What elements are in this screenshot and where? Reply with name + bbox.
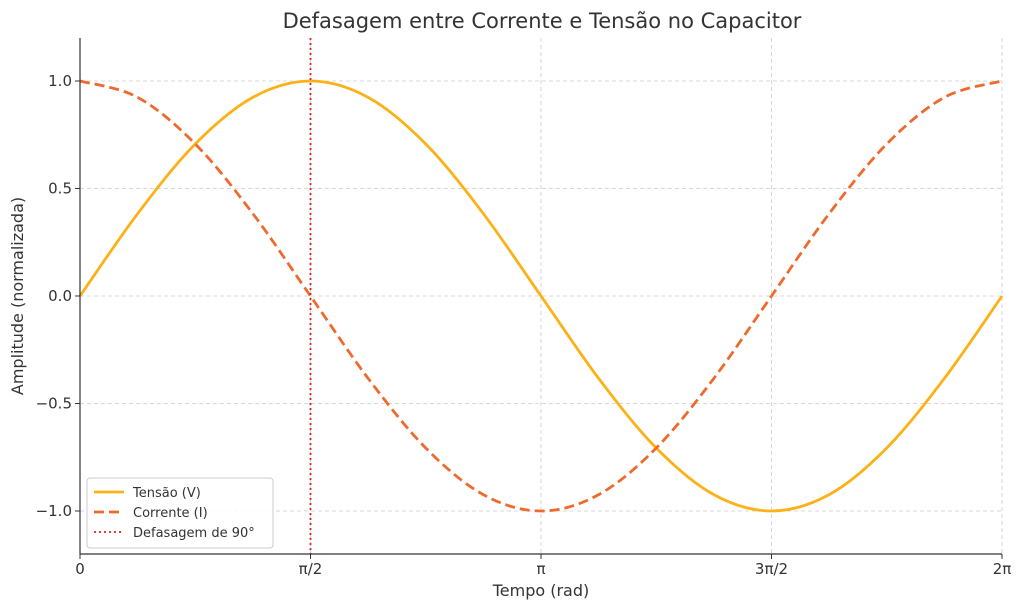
chart-title: Defasagem entre Corrente e Tensão no Cap…	[283, 9, 802, 33]
y-tick-label: 0.5	[48, 180, 72, 198]
legend-item-tensao: Tensão (V)	[94, 486, 201, 501]
series-group	[78, 79, 1004, 513]
y-axis-label: Amplitude (normalizada)	[8, 197, 27, 395]
legend-box	[86, 477, 274, 549]
legend-item-defasagem: Defasagem de 90°	[94, 526, 255, 541]
y-tick-label: −0.5	[36, 395, 72, 413]
y-tick-label: −1.0	[36, 502, 72, 520]
x-tick-label: π/2	[299, 560, 323, 578]
tick-group: 0 π/2 π 3π/2 2π 1.0 0.5 0.0 −0.5 −1.0	[36, 72, 1012, 578]
x-tick-label: 0	[75, 560, 85, 578]
series-line-tensao	[78, 79, 1004, 513]
legend-label: Defasagem de 90°	[133, 526, 255, 541]
y-tick-label: 0.0	[48, 287, 72, 305]
y-tick-label: 1.0	[48, 72, 72, 90]
x-axis-label: Tempo (rad)	[492, 581, 590, 600]
x-tick-label: 2π	[993, 560, 1012, 578]
legend-label: Tensão (V)	[132, 486, 201, 501]
series-line-corrente	[79, 79, 1003, 513]
legend-item-corrente: Corrente (I)	[94, 506, 208, 521]
x-tick-label: π	[536, 560, 545, 578]
legend-label: Corrente (I)	[133, 506, 208, 521]
x-tick-label: 3π/2	[755, 560, 788, 578]
legend: Tensão (V) Corrente (I) Defasagem de 90°	[86, 477, 274, 549]
